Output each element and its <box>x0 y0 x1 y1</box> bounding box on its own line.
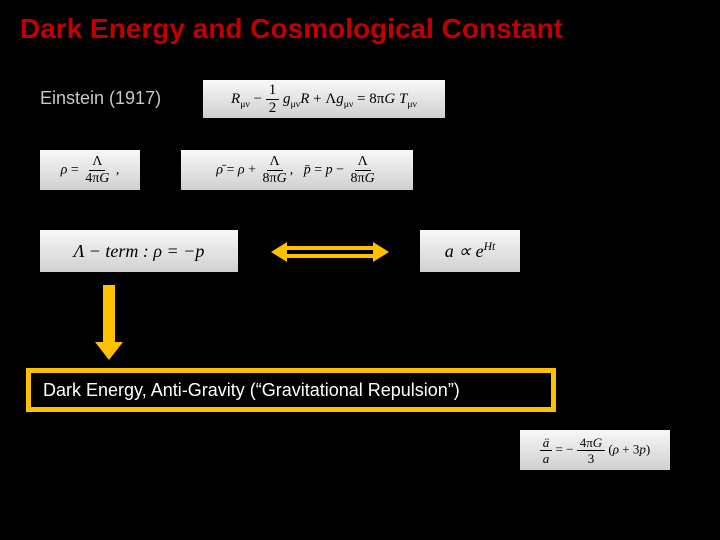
acceleration-equation: äa = − 4πG3 (ρ + 3p) <box>520 430 670 470</box>
dark-energy-callout: Dark Energy, Anti-Gravity (“Gravitationa… <box>26 368 556 412</box>
implies-double-arrow-icon <box>275 245 385 259</box>
rho-bar-p-bar-equation: ρ̄ = ρ + Λ8πG, p̄ = p − Λ8πG <box>181 150 413 190</box>
scale-factor-equation: a ∝ eHt <box>420 230 520 272</box>
lambda-term-equation: Λ − term : ρ = −p <box>40 230 238 272</box>
einstein-field-equation: Rμν − 12 gμνR + Λgμν = 8πG Tμν <box>203 80 445 118</box>
slide-subtitle: Einstein (1917) <box>40 88 161 109</box>
callout-label: Dark Energy, Anti-Gravity (“Gravitationa… <box>43 380 460 401</box>
leads-to-down-arrow-icon <box>100 285 118 360</box>
rho-definition-equation: ρ = Λ4πG , <box>40 150 140 190</box>
slide-title: Dark Energy and Cosmological Constant <box>20 12 563 46</box>
